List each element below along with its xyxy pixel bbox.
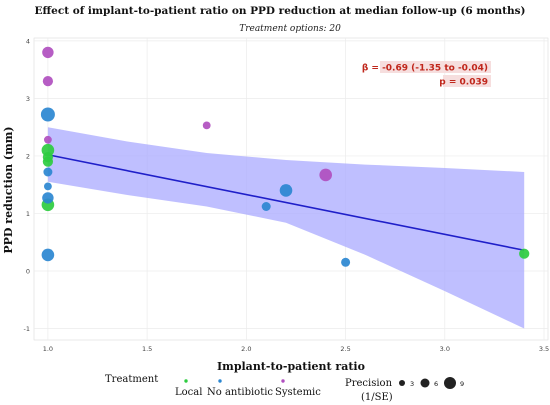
- y-tick-label: 2: [26, 152, 30, 160]
- data-point-no-antibiotic: [341, 257, 351, 267]
- data-point-no-antibiotic: [43, 167, 53, 177]
- data-point-systemic: [319, 168, 333, 182]
- regression-line-layer: [47, 153, 525, 252]
- data-point-local: [519, 248, 530, 259]
- x-axis-label: Implant-to-patient ratio: [217, 360, 365, 373]
- legend-local-key: [184, 379, 188, 383]
- x-tick-label: 2.0: [241, 345, 251, 353]
- data-point-systemic: [202, 121, 211, 130]
- legend-systemic-label: Systemic: [275, 387, 321, 398]
- y-tick-label: -1: [24, 325, 30, 333]
- annotation-bg-1: [380, 61, 491, 73]
- data-point-systemic: [42, 76, 54, 87]
- legend-precision-key-9: [444, 377, 456, 389]
- annotation-p: p = 0.039: [439, 78, 488, 88]
- data-point-no-antibiotic: [40, 107, 55, 122]
- legend-precision-label-9: 9: [460, 380, 464, 388]
- legend-noantibiotic-key: [218, 379, 222, 383]
- axis-ticks: 1.0 1.5 2.0 2.5 3.0 3.5 -1 0 1 2 3 4: [24, 37, 550, 353]
- data-point-systemic: [42, 46, 54, 59]
- legend-systemic-key: [281, 379, 285, 383]
- stat-annotation: β = -0.69 (-1.35 to -0.04) p = 0.039: [362, 61, 491, 88]
- x-tick-label: 1.0: [43, 345, 53, 353]
- legend: Treatment Local No antibiotic Systemic P…: [105, 374, 464, 403]
- annotation-bg-2: [443, 75, 491, 87]
- regression-line: [47, 153, 525, 252]
- y-tick-label: 4: [26, 37, 30, 45]
- chart-title: Effect of implant-to-patient ratio on PP…: [35, 5, 526, 17]
- legend-precision-label-6: 6: [434, 380, 438, 388]
- legend-precision-key-3: [399, 380, 405, 386]
- y-tick-label: 1: [26, 210, 30, 218]
- x-tick-label: 1.5: [142, 345, 152, 353]
- legend-precision-title: Precision: [345, 378, 393, 389]
- data-point-no-antibiotic: [279, 184, 293, 197]
- chart-subtitle: Treatment options: 20: [239, 24, 341, 34]
- y-tick-label: 3: [26, 95, 30, 103]
- data-point-no-antibiotic: [41, 248, 55, 262]
- x-tick-label: 2.5: [340, 345, 350, 353]
- legend-noantibiotic-label: No antibiotic: [207, 387, 273, 398]
- y-tick-label: 0: [26, 267, 30, 275]
- data-point-no-antibiotic: [261, 202, 271, 211]
- legend-local-label: Local: [175, 387, 202, 398]
- confidence-band: [47, 127, 525, 329]
- x-tick-label: 3.5: [539, 345, 549, 353]
- legend-treatment-title: Treatment: [105, 374, 158, 385]
- data-point-systemic: [44, 135, 52, 144]
- data-point-no-antibiotic: [44, 182, 52, 191]
- data-point-no-antibiotic: [42, 192, 54, 204]
- legend-precision-subtitle: (1/SE): [361, 392, 393, 403]
- confidence-band-layer: [47, 127, 525, 329]
- y-axis-label: PPD reduction (mm): [2, 126, 15, 253]
- legend-precision-label-3: 3: [410, 380, 414, 388]
- x-tick-label: 3.0: [440, 345, 450, 353]
- annotation-beta: β = -0.69 (-1.35 to -0.04): [362, 64, 488, 74]
- data-point-local: [42, 156, 54, 167]
- data-points: [40, 46, 530, 267]
- legend-precision-key-6: [420, 378, 430, 388]
